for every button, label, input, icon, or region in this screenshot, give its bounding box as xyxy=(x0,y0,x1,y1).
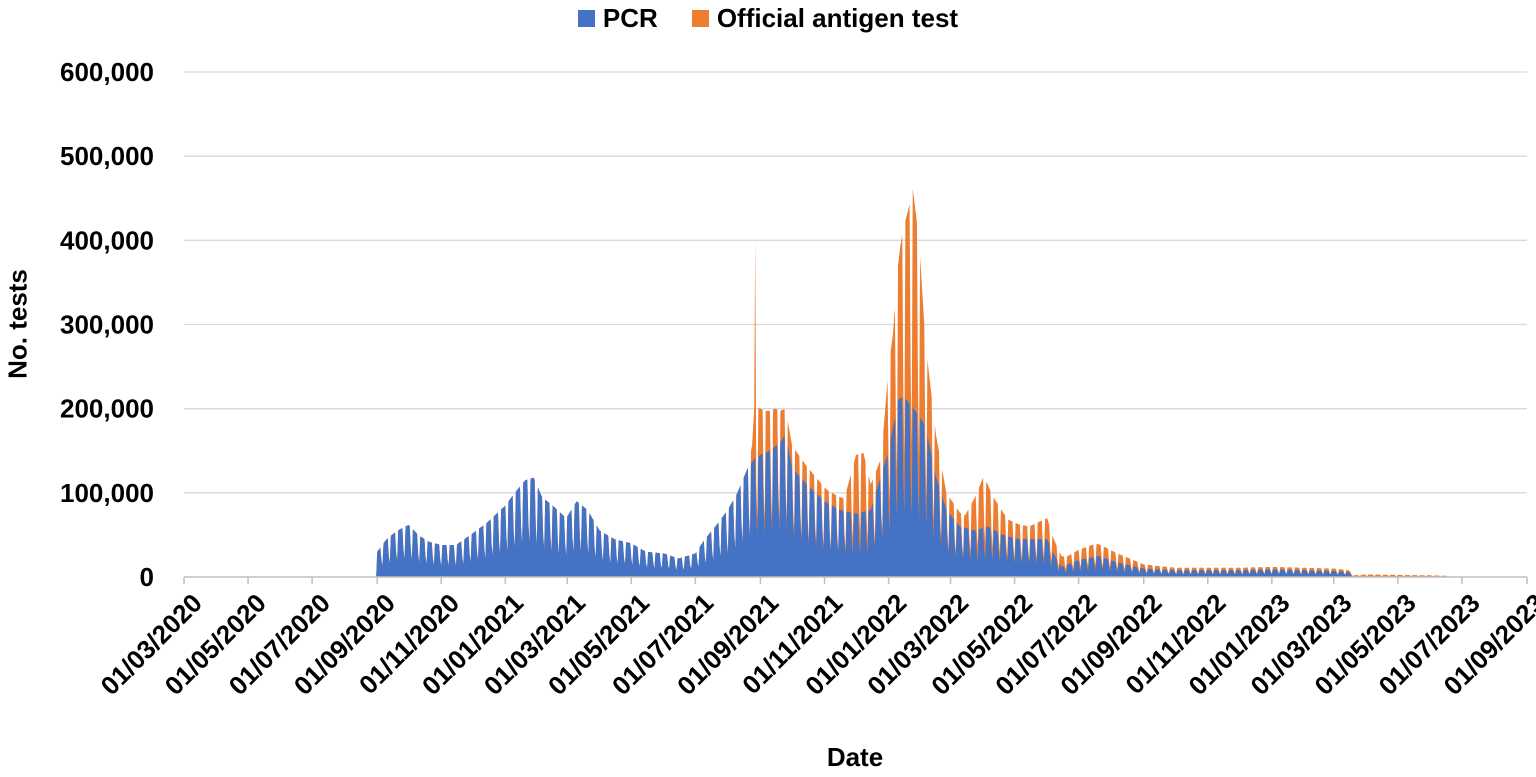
legend-label-pcr: PCR xyxy=(602,2,658,33)
legend-item-pcr: PCR xyxy=(577,2,658,34)
y-tick-label: 200,000 xyxy=(60,394,154,424)
x-axis-title: Date xyxy=(826,742,884,772)
y-tick-label: 500,000 xyxy=(60,141,154,171)
y-tick-label: 0 xyxy=(140,562,154,592)
series-area-official-antigen-test xyxy=(184,188,1527,577)
y-tick-label: 100,000 xyxy=(60,478,154,508)
legend-label-antigen: Official antigen test xyxy=(716,2,959,33)
series-area-pcr xyxy=(184,396,1527,577)
y-tick-label: 300,000 xyxy=(60,310,154,340)
y-tick-label: 400,000 xyxy=(60,225,154,255)
legend-item-antigen: Official antigen test xyxy=(691,2,959,34)
y-tick-label: 600,000 xyxy=(60,57,154,87)
legend: PCR Official antigen test xyxy=(0,2,1536,34)
legend-swatch-antigen xyxy=(691,9,709,27)
legend-swatch-pcr xyxy=(577,9,595,27)
